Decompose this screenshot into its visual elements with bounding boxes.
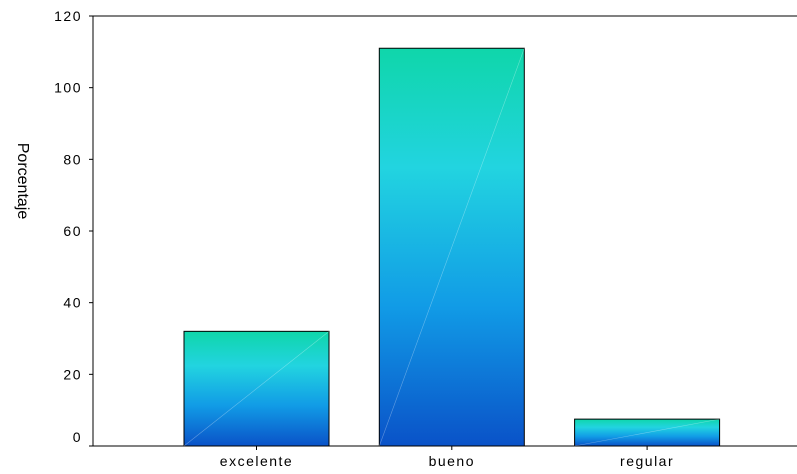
x-tick-label: excelente bbox=[220, 453, 293, 469]
bar-highlight bbox=[574, 418, 720, 447]
y-tick-label: 60 bbox=[63, 223, 82, 239]
y-axis-title: Porcentaje bbox=[14, 143, 31, 220]
x-tick-label: regular bbox=[620, 453, 674, 469]
y-tick-label: 80 bbox=[63, 151, 82, 167]
bar bbox=[183, 330, 330, 447]
y-tick-label: 20 bbox=[63, 366, 82, 382]
bar bbox=[574, 418, 721, 447]
y-tick-label: 40 bbox=[63, 295, 82, 311]
y-tick-label: 100 bbox=[54, 80, 82, 96]
plot-area: 0 20 40 60 80 100 120 excelente bueno regular bbox=[54, 8, 797, 469]
y-tick-label: 0 bbox=[73, 429, 82, 445]
x-tick-label: bueno bbox=[429, 453, 475, 469]
bar bbox=[378, 47, 525, 447]
bar-highlight bbox=[183, 331, 330, 447]
y-tick-label: 120 bbox=[54, 8, 82, 24]
bar-highlight bbox=[379, 48, 525, 447]
